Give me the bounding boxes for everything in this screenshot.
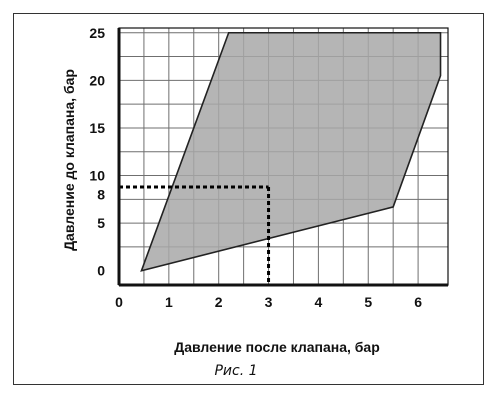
x-tick-label: 0 — [115, 294, 123, 310]
figure-caption: Рис. 1 — [214, 363, 257, 379]
y-tick-label: 0 — [97, 263, 105, 279]
x-tick-label: 6 — [414, 294, 422, 310]
operating-area-polygon — [140, 31, 442, 272]
x-tick-label: 5 — [364, 294, 372, 310]
x-tick-label: 1 — [165, 294, 173, 310]
y-axis-label: Давление до клапана, бар — [61, 69, 77, 251]
y-tick-label: 10 — [89, 168, 105, 184]
x-tick-labels: 0 1 2 3 4 5 6 — [115, 294, 422, 310]
y-tick-label: 25 — [89, 25, 105, 41]
y-tick-label: 15 — [89, 120, 105, 136]
axes — [117, 27, 449, 287]
y-tick-labels: 0 5 8 10 15 20 25 — [89, 25, 105, 279]
operating-area — [140, 31, 442, 272]
x-tick-label: 3 — [265, 294, 273, 310]
y-tick-label: 5 — [97, 215, 105, 231]
x-tick-label: 4 — [314, 294, 322, 310]
y-tick-label: 8 — [97, 187, 105, 203]
x-axis-label: Давление после клапана, бар — [174, 339, 380, 355]
x-tick-label: 2 — [215, 294, 223, 310]
y-tick-label: 20 — [89, 72, 105, 88]
reference-lines — [119, 185, 271, 285]
